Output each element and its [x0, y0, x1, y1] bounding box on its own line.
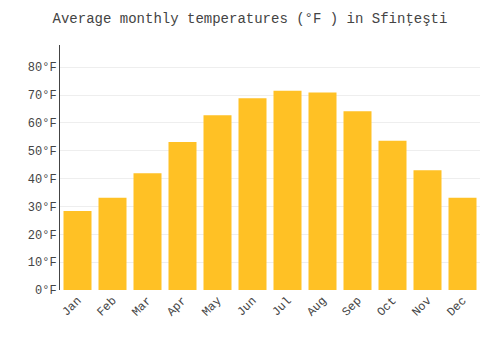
svg-text:Mar: Mar: [129, 294, 154, 319]
svg-text:Aug: Aug: [304, 294, 329, 319]
svg-text:40°F: 40°F: [28, 173, 57, 187]
svg-text:Dec: Dec: [444, 294, 469, 319]
svg-text:Average monthly temperatures (: Average monthly temperatures (°F ) in Sf…: [53, 11, 448, 27]
svg-text:Jan: Jan: [59, 294, 84, 319]
svg-text:Jul: Jul: [269, 294, 294, 319]
svg-text:Nov: Nov: [409, 294, 434, 319]
svg-text:May: May: [199, 294, 224, 319]
svg-text:80°F: 80°F: [28, 61, 57, 75]
svg-text:Oct: Oct: [374, 294, 399, 319]
svg-text:Feb: Feb: [94, 294, 119, 319]
svg-text:70°F: 70°F: [28, 89, 57, 103]
svg-text:Jun: Jun: [234, 294, 259, 319]
svg-text:10°F: 10°F: [28, 256, 57, 270]
svg-text:20°F: 20°F: [28, 229, 57, 243]
svg-text:60°F: 60°F: [28, 117, 57, 131]
svg-text:0°F: 0°F: [35, 284, 57, 298]
svg-text:30°F: 30°F: [28, 201, 57, 215]
svg-text:Apr: Apr: [164, 294, 189, 319]
svg-text:Sep: Sep: [339, 294, 364, 319]
svg-text:50°F: 50°F: [28, 145, 57, 159]
